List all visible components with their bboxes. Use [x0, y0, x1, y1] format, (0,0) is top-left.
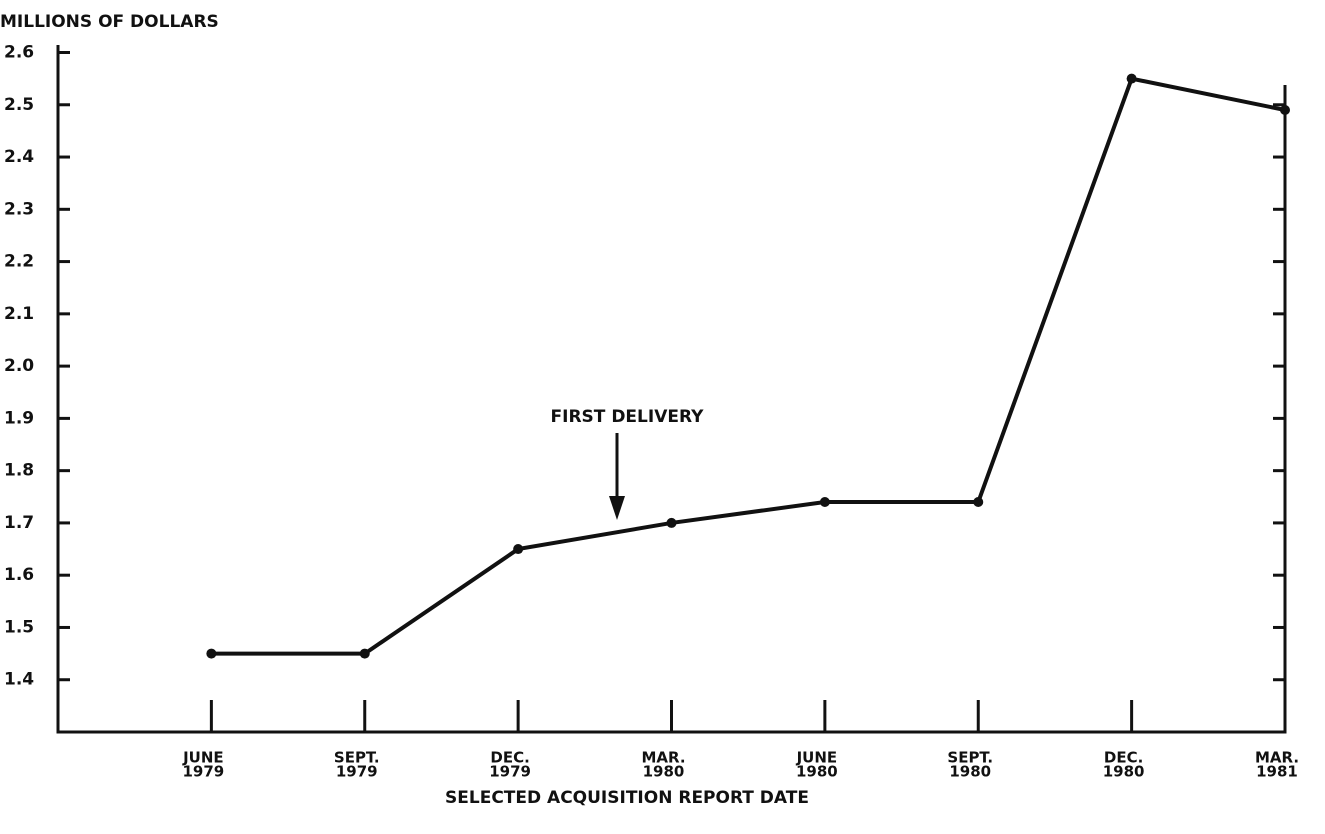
x-tick-label: SEPT. [947, 749, 993, 767]
y-tick-label: 1.4 [4, 670, 34, 690]
y-axis-title: MILLIONS OF DOLLARS [0, 12, 219, 32]
x-tick-label: 1979 [183, 763, 225, 781]
y-tick-label: 2.2 [4, 252, 34, 272]
data-point [1126, 73, 1137, 84]
data-point [973, 497, 984, 508]
annotation-arrowhead [609, 496, 625, 520]
x-tick-label: JUNE [796, 749, 838, 767]
y-tick-label: 1.7 [4, 513, 34, 533]
data-point [1280, 104, 1290, 115]
data-point [359, 648, 370, 659]
x-tick-label: 1980 [796, 763, 838, 781]
y-tick-label: 2.1 [4, 304, 34, 324]
data-line [211, 76, 1286, 656]
x-tick-label: 1980 [643, 763, 685, 781]
y-tick-label: 1.5 [4, 617, 34, 637]
x-tick-label: DEC. [490, 749, 529, 767]
x-tick-label: SEPT. [334, 749, 380, 767]
y-tick-label: 2.4 [4, 147, 34, 167]
x-axis-title: SELECTED ACQUISITION REPORT DATE [445, 788, 809, 808]
y-tick-label: 2.5 [4, 95, 34, 115]
y-tick-label: 2.0 [4, 356, 34, 376]
y-tick-label: 1.8 [4, 461, 34, 481]
x-tick-label: 1980 [1103, 763, 1145, 781]
data-point [666, 517, 677, 528]
y-tick-label: 1.6 [4, 565, 34, 585]
x-tick-label: JUNE [182, 749, 224, 767]
x-tick-label: 1979 [336, 763, 378, 781]
data-point [819, 497, 830, 508]
x-tick-label: DEC. [1104, 749, 1143, 767]
y-tick-label: 2.6 [4, 43, 34, 63]
x-tick-label: 1980 [949, 763, 991, 781]
annotation: FIRST DELIVERY [551, 407, 705, 427]
x-tick-label: 1981 [1256, 763, 1298, 781]
y-tick-label: 1.9 [4, 408, 34, 428]
x-tick-label: MAR. [1255, 749, 1299, 767]
x-tick-label: 1979 [489, 763, 531, 781]
axes [56, 45, 1287, 734]
data-point [206, 648, 217, 659]
data-point [513, 544, 524, 555]
x-tick-label: MAR. [641, 749, 685, 767]
y-tick-label: 2.3 [4, 199, 34, 219]
